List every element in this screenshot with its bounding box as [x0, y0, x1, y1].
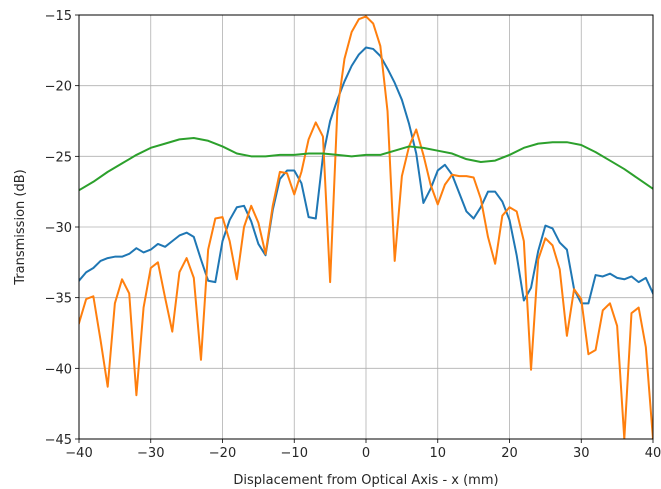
y-tick-label: −45	[45, 433, 72, 448]
y-tick-label: −40	[45, 362, 72, 377]
x-tick-label: 10	[429, 446, 446, 461]
y-tick-label: −15	[45, 9, 72, 24]
x-tick-label: 40	[645, 446, 661, 461]
x-tick-label: 30	[573, 446, 590, 461]
x-tick-label: −20	[209, 446, 236, 461]
y-tick-label: −25	[45, 150, 72, 165]
x-tick-label: −10	[281, 446, 308, 461]
x-axis-label: Displacement from Optical Axis - x (mm)	[233, 473, 498, 488]
x-tick-label: −40	[65, 446, 92, 461]
x-tick-label: 20	[501, 446, 518, 461]
x-tick-label: 0	[362, 446, 370, 461]
y-tick-label: −20	[45, 80, 72, 95]
x-tick-label: −30	[137, 446, 164, 461]
y-axis-label: Transmission (dB)	[13, 169, 28, 285]
y-tick-label: −35	[45, 292, 72, 307]
y-tick-label: −30	[45, 221, 72, 236]
